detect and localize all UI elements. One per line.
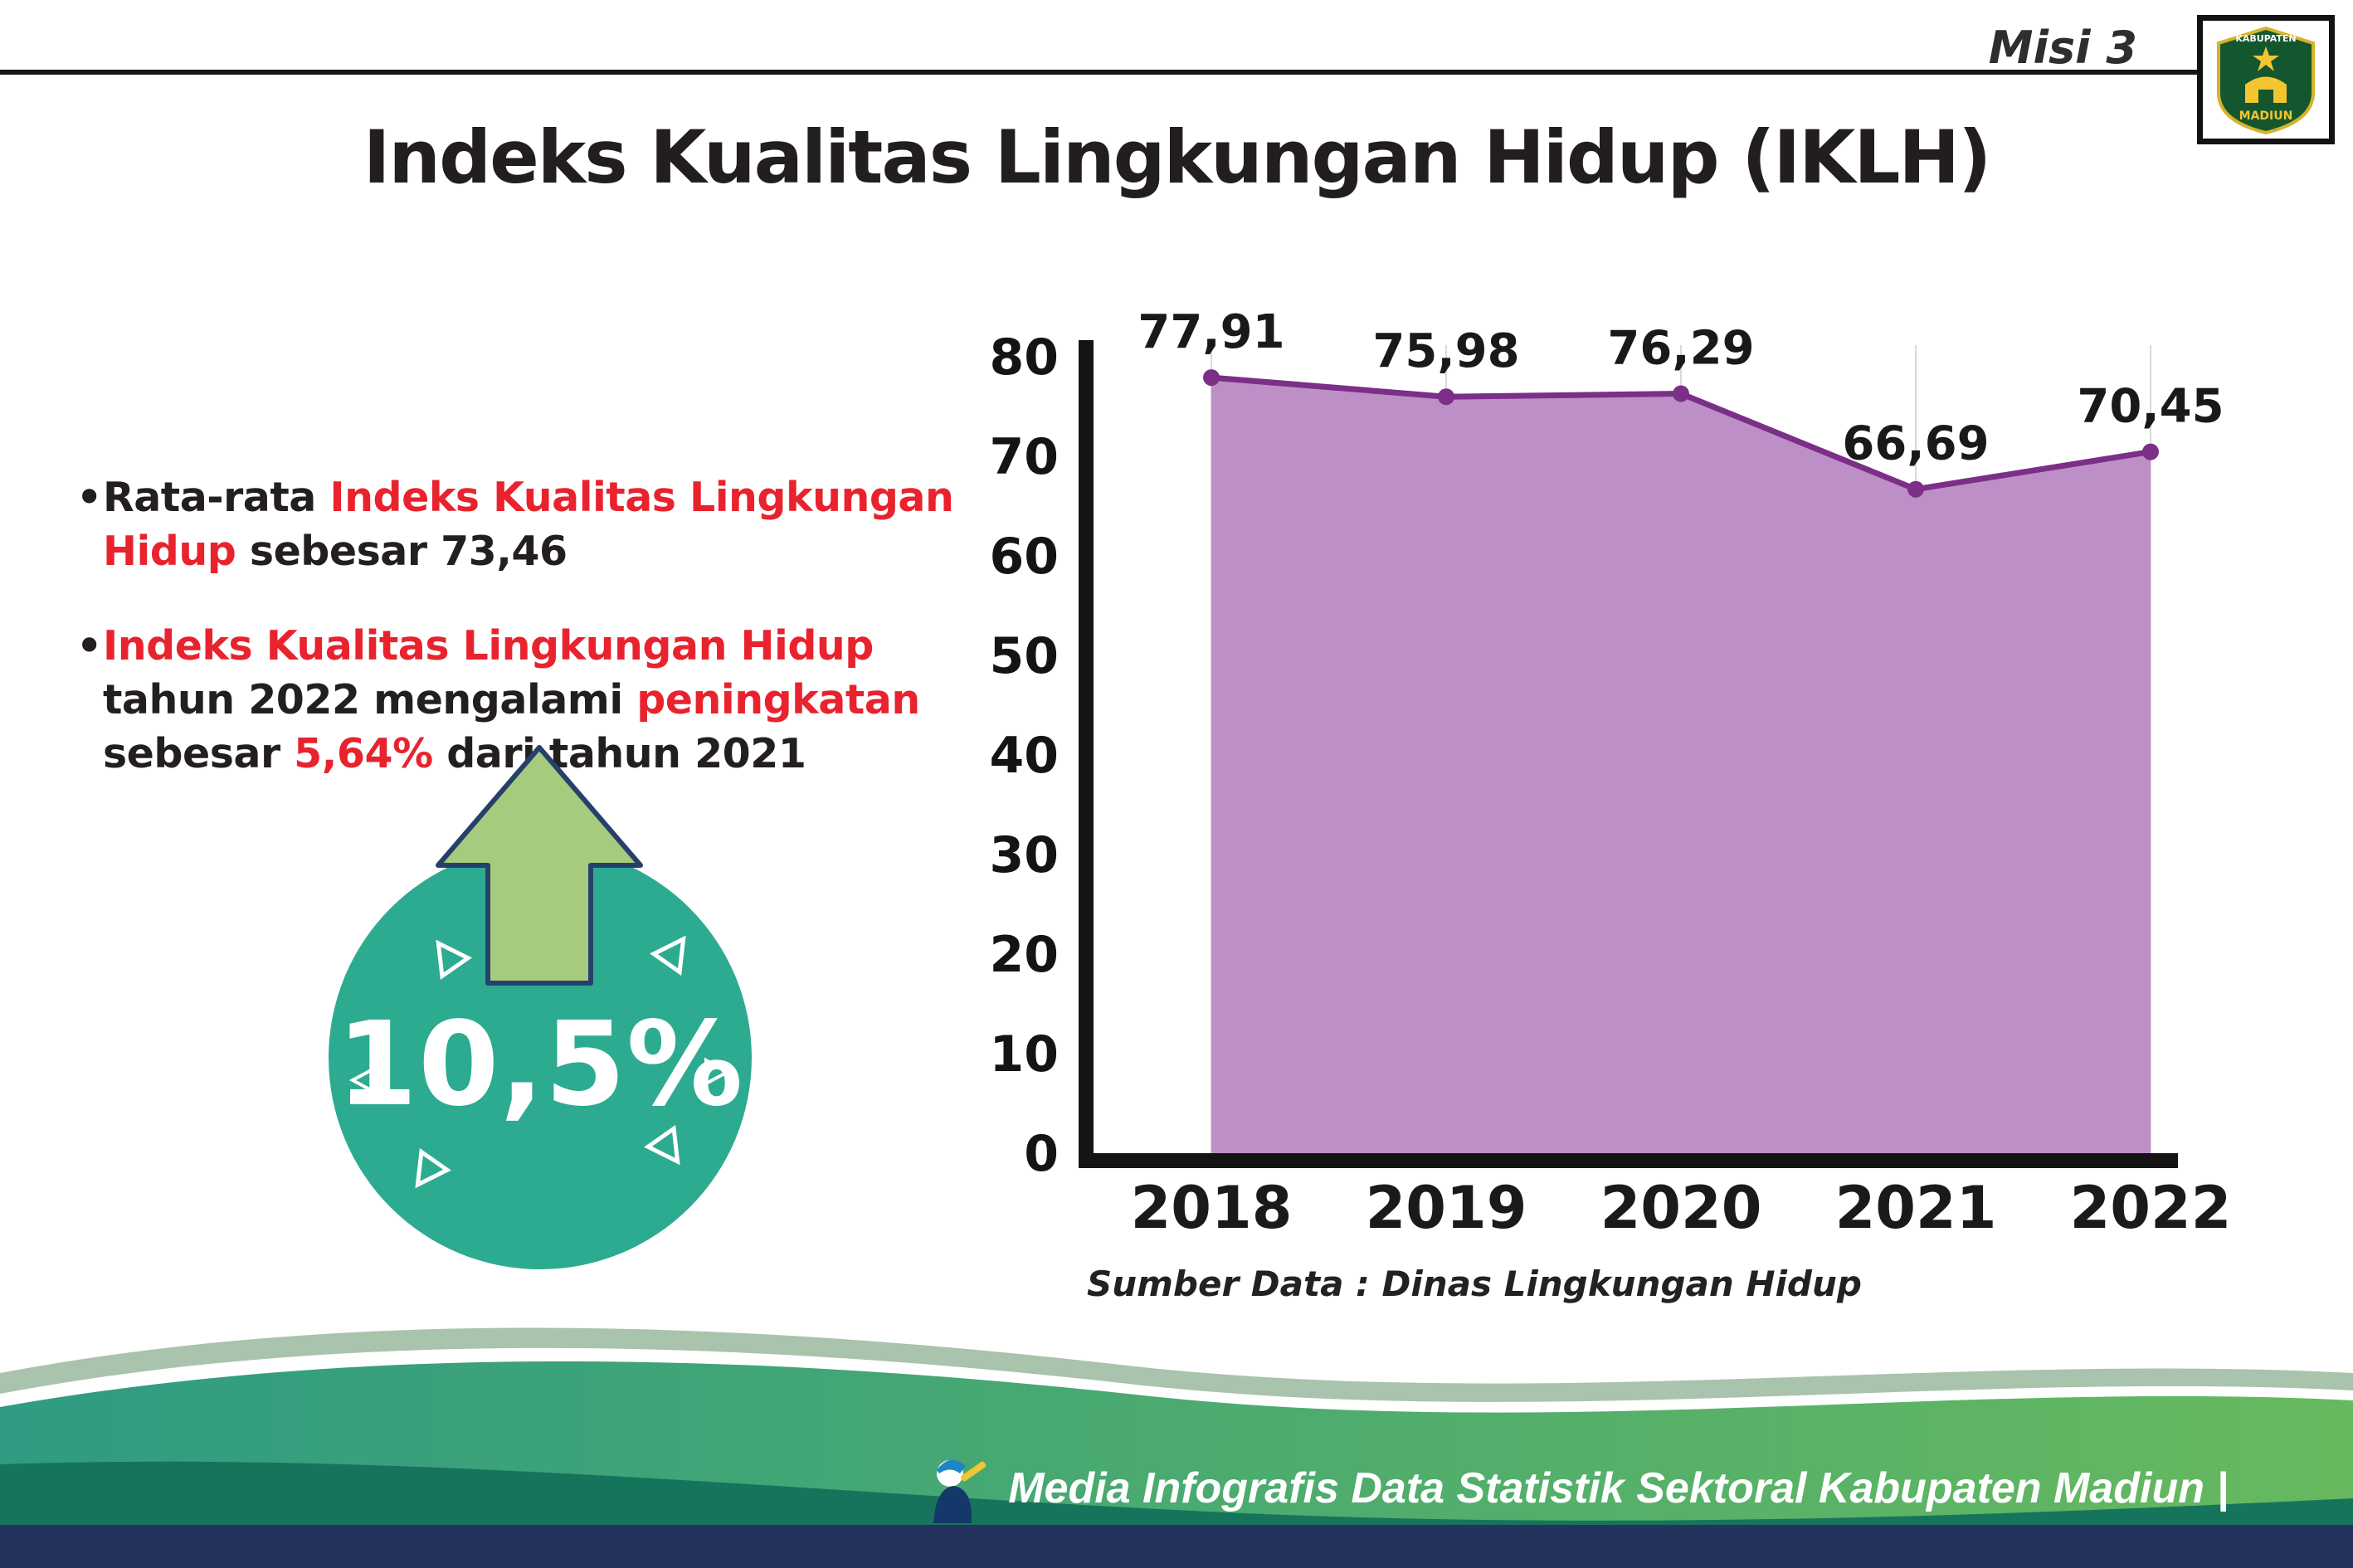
text-segment: sebesar: [103, 729, 295, 777]
bullet-marker: •: [76, 622, 102, 670]
badge-tick-marks: [348, 935, 732, 1189]
svg-text:2021: 2021: [1835, 1174, 1997, 1242]
header-divider: [0, 70, 2200, 75]
svg-text:60: 60: [990, 528, 1060, 586]
svg-text:30: 30: [990, 826, 1060, 884]
svg-text:80: 80: [990, 329, 1060, 387]
text-segment: sebesar 73,46: [236, 527, 568, 575]
svg-text:50: 50: [990, 627, 1060, 685]
svg-text:75,98: 75,98: [1372, 324, 1519, 378]
svg-text:40: 40: [990, 727, 1060, 785]
svg-text:2022: 2022: [2070, 1174, 2232, 1242]
bullet-increase-iklh: • Indeks Kualitas Lingkungan Hidup tahun…: [76, 620, 993, 781]
text-segment: Rata-rata: [103, 474, 330, 521]
svg-text:0: 0: [1024, 1125, 1059, 1183]
svg-text:10: 10: [990, 1025, 1060, 1083]
chart-canvas: 77,91 75,98 76,29 66,69 70,45 0 10 20 30 40 50 60 70…: [990, 305, 2232, 1304]
increase-percentage: 10,5%: [336, 996, 744, 1132]
bullet-marker: •: [76, 474, 102, 521]
emblem-star: [2253, 46, 2279, 71]
mascot-icon: [933, 1459, 987, 1523]
svg-text:66,69: 66,69: [1842, 417, 1989, 471]
footer-text: Media Infografis Data Statistik Sektoral…: [1008, 1464, 2229, 1512]
svg-text:Sumber Data : Dinas Lingkungan: Sumber Data : Dinas Lingkungan Hidup: [1087, 1264, 1862, 1304]
text-segment-highlight: Indeks Kualitas Lingkungan Hidup: [103, 622, 874, 670]
kabupaten-madiun-logo: KABUPATEN MADIUN: [2197, 15, 2335, 144]
misi-label: Misi 3: [1988, 22, 2137, 74]
text-segment-highlight: peningkatan: [636, 676, 920, 724]
svg-text:70: 70: [990, 428, 1060, 486]
footer-waves: [0, 1327, 2353, 1568]
svg-text:77,91: 77,91: [1138, 305, 1284, 359]
summary-bullets: • Rata-rata Indeks Kualitas Lingkungan H…: [76, 471, 993, 822]
text-segment: tahun 2022 mengalami: [103, 676, 637, 724]
bullet-average-iklh: • Rata-rata Indeks Kualitas Lingkungan H…: [76, 471, 993, 578]
text-segment-highlight: 5,64%: [294, 729, 433, 777]
svg-text:2020: 2020: [1600, 1174, 1762, 1242]
footer-credit: Media Infografis Data Statistik Sektoral…: [915, 1450, 2229, 1527]
text-segment-highlight: Indeks Kualitas Lingkungan Hidup: [103, 474, 954, 575]
svg-text:2018: 2018: [1131, 1174, 1293, 1242]
page-title: Indeks Kualitas Lingkungan Hidup (IKLH): [363, 114, 1992, 200]
svg-text:70,45: 70,45: [2077, 380, 2224, 434]
up-arrow-icon: [436, 745, 643, 986]
svg-text:76,29: 76,29: [1607, 322, 1754, 376]
svg-text:2019: 2019: [1366, 1174, 1527, 1242]
emblem-bottom-text: MADIUN: [2239, 110, 2293, 123]
emblem-top-text: KABUPATEN: [2235, 33, 2296, 44]
emblem-icon: KABUPATEN MADIUN: [2217, 26, 2315, 135]
iklh-area-chart: 77,91 75,98 76,29 66,69 70,45 0 10 20 30 40 50 60 70…: [954, 290, 2248, 1336]
text-segment: dari tahun 2021: [432, 729, 806, 777]
svg-text:20: 20: [990, 926, 1060, 984]
